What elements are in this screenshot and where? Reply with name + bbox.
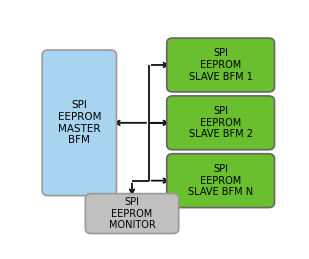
Text: SPI
EEPROM
MASTER
BFM: SPI EEPROM MASTER BFM xyxy=(57,100,101,145)
Text: SPI
EEPROM
SLAVE BFM 1: SPI EEPROM SLAVE BFM 1 xyxy=(189,48,252,82)
FancyBboxPatch shape xyxy=(42,50,116,196)
FancyBboxPatch shape xyxy=(85,194,179,234)
Text: SPI
EEPROM
MONITOR: SPI EEPROM MONITOR xyxy=(109,197,155,230)
Text: SPI
EEPROM
SLAVE BFM 2: SPI EEPROM SLAVE BFM 2 xyxy=(188,106,253,139)
Text: SPI
EEPROM
SLAVE BFM N: SPI EEPROM SLAVE BFM N xyxy=(188,164,253,197)
FancyBboxPatch shape xyxy=(167,154,274,207)
FancyBboxPatch shape xyxy=(167,38,274,92)
FancyBboxPatch shape xyxy=(167,96,274,150)
